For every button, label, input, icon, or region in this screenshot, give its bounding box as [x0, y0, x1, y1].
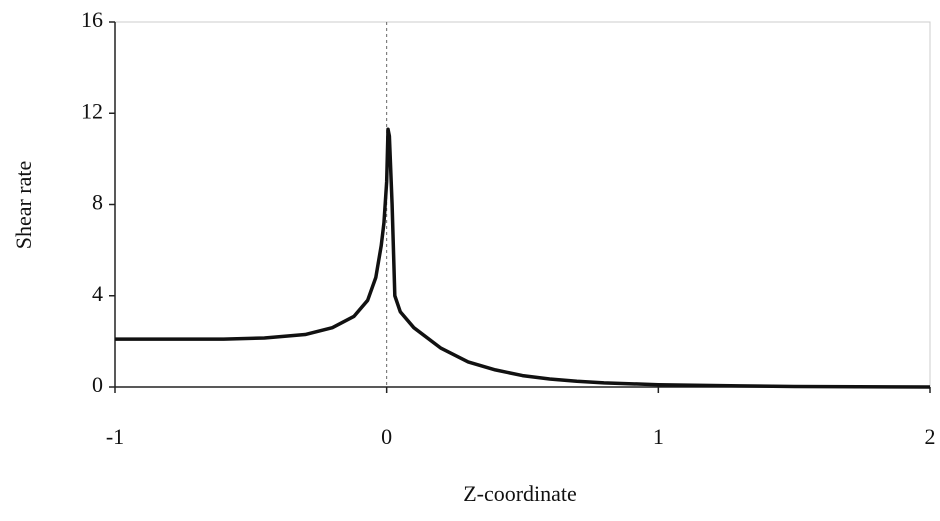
- x-tick-label: 2: [925, 424, 936, 449]
- y-tick-label: 0: [92, 372, 103, 397]
- x-tick-label: 1: [653, 424, 664, 449]
- y-tick-label: 12: [81, 98, 103, 123]
- x-tick-label: -1: [106, 424, 124, 449]
- y-axis-label: Shear rate: [11, 161, 36, 250]
- x-tick-label: 0: [381, 424, 392, 449]
- plot-frame: [114, 21, 931, 388]
- y-tick-label: 4: [92, 281, 103, 306]
- y-tick-label: 8: [92, 190, 103, 215]
- x-axis-label: Z-coordinate: [463, 481, 577, 506]
- y-tick-label: 16: [81, 7, 103, 32]
- data-line: [115, 127, 931, 389]
